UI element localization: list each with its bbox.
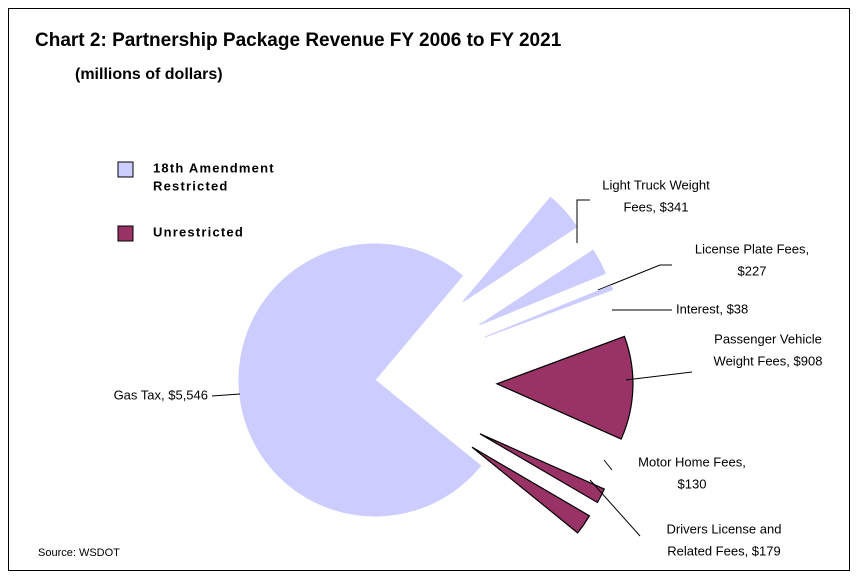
chart-title: Chart 2: Partnership Package Revenue FY … [35,30,562,51]
pie-slice [484,284,614,338]
leader-line [211,393,241,397]
legend-label: Unrestricted [153,224,244,239]
data-label: Interest, $38 [676,301,748,316]
legend-label: 18th Amendment [153,160,275,175]
leader-line [625,371,693,381]
pie-slice [471,446,591,534]
source-note: Source: WSDOT [38,547,120,559]
leader-line [589,479,641,537]
legend-swatch [117,161,134,178]
pie-slice [495,335,634,440]
data-label: Weight Fees, $908 [714,353,823,368]
data-label: License Plate Fees, [695,241,809,256]
data-label: $227 [738,263,767,278]
legend-swatch [117,225,134,242]
data-label: Gas Tax, $5,546 [114,387,208,402]
data-label: $130 [678,476,707,491]
pie-slice [479,433,606,504]
legend-label: Restricted [153,178,229,193]
data-label: Motor Home Fees, [638,454,746,469]
pie-slice [479,249,606,326]
leader-line [597,264,672,291]
data-label: Fees, $341 [623,199,688,214]
data-label: Related Fees, $179 [667,543,780,558]
chart-subtitle: (millions of dollars) [75,66,223,83]
data-label: Light Truck Weight [602,177,710,192]
leader-line [603,459,613,471]
data-label: Passenger Vehicle [714,331,822,346]
pie-slice [238,243,482,517]
data-label: Drivers License and [667,521,782,536]
leader-line [576,199,590,243]
